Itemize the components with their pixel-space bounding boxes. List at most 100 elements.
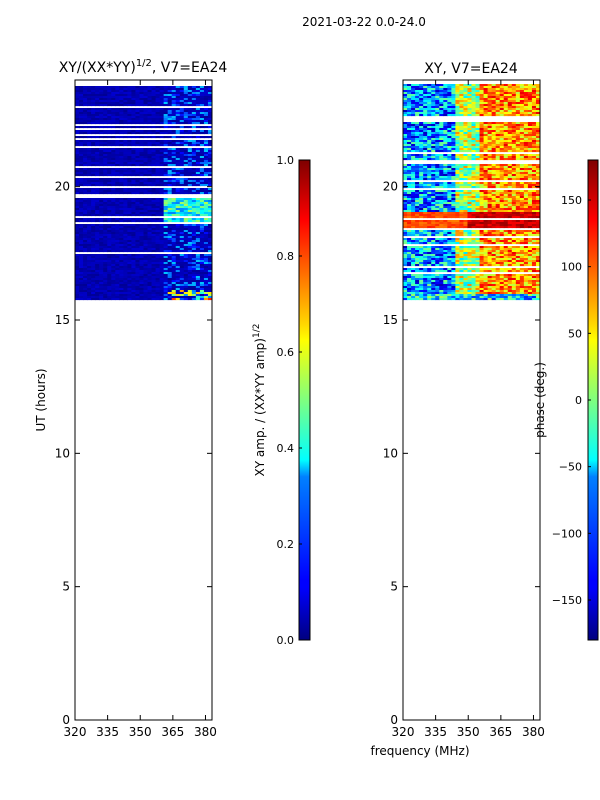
amplitude-heatmap-cell: [75, 220, 80, 223]
amplitude-heatmap-cell: [155, 188, 161, 191]
amplitude-heatmap-cell: [207, 188, 212, 191]
amplitude-heatmap-cell: [123, 220, 128, 223]
amplitude-heatmap-cell: [79, 184, 84, 187]
amplitude-heatmap-cell: [191, 284, 197, 287]
phase-heatmap-cell: [459, 190, 465, 193]
amplitude-heatmap-row: [75, 258, 212, 261]
amplitude-heatmap-cell: [119, 292, 124, 295]
amplitude-heatmap-cell: [191, 296, 197, 299]
amplitude-heatmap-cell: [135, 278, 141, 281]
amplitude-heatmap-cell: [139, 224, 145, 227]
amplitude-heatmap-cell: [151, 244, 157, 247]
phase-heatmap-cell: [515, 86, 521, 89]
phase-heatmap-cell: [499, 84, 505, 87]
amplitude-heatmap-cell: [119, 280, 124, 283]
phase-heatmap-cell: [403, 96, 408, 99]
amplitude-heatmap-cell: [191, 286, 197, 289]
amplitude-heatmap-cell: [83, 108, 88, 111]
phase-heatmap-cell: [459, 130, 465, 133]
phase-heatmap-cell: [503, 130, 509, 133]
amplitude-heatmap-cell: [159, 250, 165, 253]
amplitude-heatmap-cell: [95, 280, 100, 283]
phase-heatmap-cell: [451, 194, 456, 197]
amplitude-heatmap-cell: [131, 198, 137, 201]
amplitude-heatmap-cell: [99, 108, 104, 111]
amplitude-heatmap-cell: [191, 248, 197, 251]
amplitude-heatmap-cell: [207, 172, 212, 175]
phase-heatmap-cell: [435, 100, 440, 103]
phase-heatmap-cell: [531, 126, 537, 129]
phase-heatmap-cell: [423, 92, 428, 95]
phase-heatmap-cell: [507, 134, 513, 137]
amplitude-heatmap-cell: [127, 188, 133, 191]
phase-heatmap-cell: [443, 134, 448, 137]
amplitude-heatmap-cell: [179, 268, 185, 271]
amplitude-heatmap-cell: [159, 238, 165, 241]
phase-heatmap-cell: [455, 122, 461, 125]
amplitude-heatmap-cell: [123, 130, 128, 133]
amplitude-heatmap-cell: [175, 238, 181, 241]
amplitude-heatmap-cell: [147, 282, 153, 285]
amplitude-heatmap-cell: [107, 282, 112, 285]
amplitude-heatmap-cell: [195, 114, 201, 117]
phase-heatmap-cell: [455, 172, 461, 175]
amplitude-heatmap-cell: [91, 208, 96, 211]
amplitude-heatmap-cell: [87, 210, 92, 213]
phase-heatmap-cell: [435, 132, 440, 135]
amplitude-heatmap-cell: [111, 248, 116, 251]
amplitude-heatmap-cell: [99, 140, 104, 143]
phase-heatmap-cell: [443, 92, 448, 95]
amplitude-heatmap-cell: [127, 86, 133, 89]
amplitude-heatmap-cell: [139, 120, 145, 123]
phase-heatmap-cell: [431, 106, 436, 109]
amplitude-heatmap-cell: [151, 86, 157, 89]
amplitude-heatmap-cell: [127, 288, 133, 291]
amplitude-heatmap-cell: [159, 140, 165, 143]
amplitude-heatmap-cell: [115, 238, 120, 241]
amplitude-heatmap-cell: [171, 98, 177, 101]
phase-heatmap-cell: [479, 146, 485, 149]
amplitude-heatmap-cell: [135, 110, 141, 113]
amplitude-heatmap-cell: [119, 168, 124, 171]
phase-heatmap-cell: [487, 184, 493, 187]
phase-heatmap-cell: [503, 122, 509, 125]
amplitude-heatmap-cell: [131, 220, 137, 223]
phase-heatmap-cell: [499, 168, 505, 171]
amplitude-heatmap-cell: [111, 156, 116, 159]
phase-heatmap-cell: [519, 92, 525, 95]
phase-heatmap-cell: [451, 108, 456, 111]
amplitude-heatmap-cell: [207, 204, 212, 207]
amplitude-heatmap-cell: [95, 282, 100, 285]
amplitude-heatmap-cell: [115, 122, 120, 125]
phase-heatmap-cell: [447, 156, 452, 159]
phase-heatmap-cell: [487, 124, 493, 127]
amplitude-heatmap-cell: [99, 202, 104, 205]
amplitude-heatmap-cell: [95, 298, 100, 301]
amplitude-heatmap-cell: [183, 268, 189, 271]
phase-heatmap-cell: [531, 104, 537, 107]
phase-heatmap-cell: [419, 182, 424, 185]
phase-heatmap-cell: [407, 108, 412, 111]
amplitude-heatmap-cell: [147, 174, 153, 177]
amplitude-x-tick-label: 335: [96, 725, 119, 739]
amplitude-heatmap-cell: [115, 190, 120, 193]
phase-heatmap-cell: [483, 174, 489, 177]
amplitude-heatmap-cell: [99, 244, 104, 247]
phase-heatmap-cell: [411, 88, 416, 91]
amplitude-heatmap-cell: [79, 248, 84, 251]
phase-heatmap-cell: [495, 156, 501, 159]
amplitude-heatmap-cell: [103, 270, 108, 273]
amplitude-heatmap-cell: [179, 228, 185, 231]
phase-heatmap-cell: [483, 186, 489, 189]
phase-heatmap-cell: [495, 164, 501, 167]
amplitude-heatmap-cell: [107, 182, 112, 185]
amplitude-heatmap-cell: [183, 104, 189, 107]
amplitude-heatmap-cell: [135, 296, 141, 299]
amplitude-heatmap-cell: [155, 88, 161, 91]
amplitude-heatmap-cell: [87, 280, 92, 283]
amplitude-heatmap-cell: [183, 254, 189, 257]
amplitude-heatmap-cell: [87, 234, 92, 237]
amplitude-heatmap-cell: [83, 144, 88, 147]
phase-heatmap-cell: [459, 104, 465, 107]
amplitude-heatmap-cell: [103, 240, 108, 243]
